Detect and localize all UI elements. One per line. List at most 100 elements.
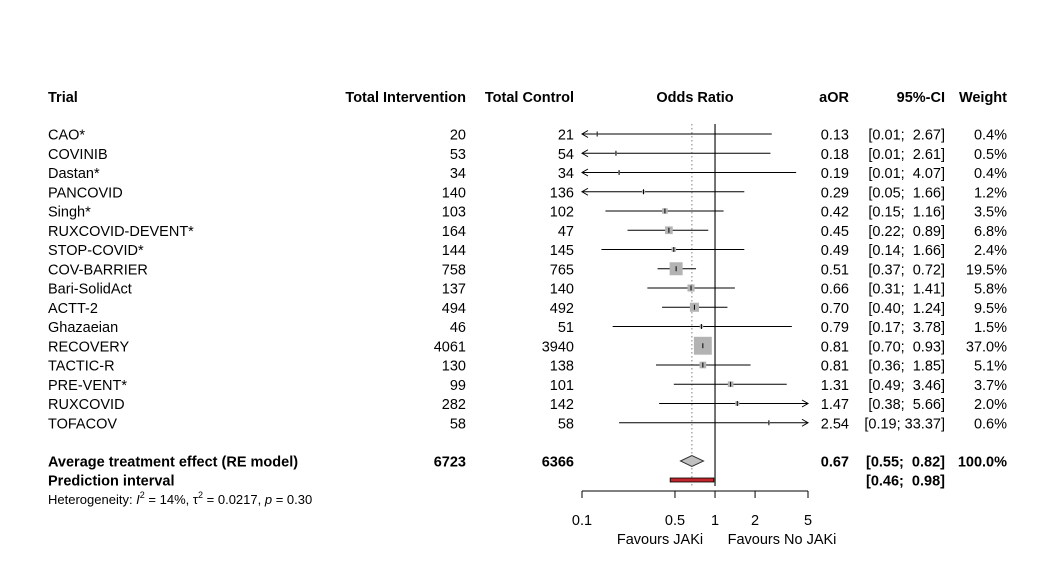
weight-value: 9.5% bbox=[974, 301, 1007, 317]
total-intervention-value: 758 bbox=[442, 262, 466, 278]
total-control-value: 145 bbox=[550, 243, 574, 259]
ci-value: [0.01; 2.61] bbox=[868, 147, 945, 163]
total-control-value: 47 bbox=[558, 224, 574, 240]
header-total-control: Total Control bbox=[485, 90, 574, 106]
total-intervention-value: 34 bbox=[450, 166, 466, 182]
x-axis-label-left: Favours JAKi bbox=[617, 532, 703, 548]
study-rows: CAO* 20 21 0.13 [0.01; 2.67] 0.4% COVINIB 53 54 0… bbox=[48, 128, 1007, 433]
total-control-value: 51 bbox=[558, 320, 574, 336]
study-row: STOP-COVID* 144 145 0.49 [0.14; 1.66] 2.4% bbox=[48, 243, 1007, 259]
ci-value: [0.22; 0.89] bbox=[868, 224, 945, 240]
total-intervention-value: 282 bbox=[442, 397, 466, 413]
total-intervention-value: 494 bbox=[442, 301, 466, 317]
total-intervention-value: 58 bbox=[450, 416, 466, 432]
study-row: Dastan* 34 34 0.19 [0.01; 4.07] 0.4% bbox=[48, 166, 1007, 182]
trial-name: COVINIB bbox=[48, 147, 108, 163]
trial-name: RUXCOVID-DEVENT* bbox=[48, 224, 194, 240]
ci-value: [0.31; 1.41] bbox=[868, 282, 945, 298]
header-aor: aOR bbox=[819, 90, 849, 106]
prediction-interval-bar bbox=[669, 477, 715, 483]
weight-value: 0.6% bbox=[974, 416, 1007, 432]
aor-value: 0.79 bbox=[821, 320, 849, 336]
trial-name: TACTIC-R bbox=[48, 359, 115, 375]
trial-name: COV-BARRIER bbox=[48, 262, 148, 278]
x-axis-tick-label: 0.5 bbox=[665, 513, 685, 529]
x-axis-tick-label: 1 bbox=[711, 513, 719, 529]
column-headers: Trial Total Intervention Total Control O… bbox=[48, 90, 1007, 106]
study-row: RUXCOVID 282 142 1.47 [0.38; 5.66] 2.0% bbox=[48, 397, 1007, 413]
weight-value: 3.7% bbox=[974, 378, 1007, 394]
prediction-label: Prediction interval bbox=[48, 474, 175, 490]
summary-rows: Average treatment effect (RE model) 6723 6… bbox=[48, 455, 1007, 490]
x-axis-tick-label: 2 bbox=[751, 513, 759, 529]
total-control-value: 492 bbox=[550, 301, 574, 317]
ci-value: [0.14; 1.66] bbox=[868, 243, 945, 259]
ci-value: [0.17; 3.78] bbox=[868, 320, 945, 336]
aor-value: 0.13 bbox=[821, 128, 849, 144]
summary-weight: 100.0% bbox=[958, 455, 1007, 471]
weight-value: 0.5% bbox=[974, 147, 1007, 163]
ci-value: [0.38; 5.66] bbox=[868, 397, 945, 413]
total-control-value: 142 bbox=[550, 397, 574, 413]
ci-value: [0.40; 1.24] bbox=[868, 301, 945, 317]
ci-value: [0.19; 33.37] bbox=[864, 416, 945, 432]
trial-name: CAO* bbox=[48, 128, 85, 144]
trial-name: PANCOVID bbox=[48, 185, 123, 201]
x-axis: 0.1 0.5 1 2 5 Favours JAKi Favours No JAKi bbox=[572, 490, 836, 548]
study-row: CAO* 20 21 0.13 [0.01; 2.67] 0.4% bbox=[48, 128, 1007, 144]
aor-value: 0.81 bbox=[821, 339, 849, 355]
study-row: Ghazaeian 46 51 0.79 [0.17; 3.78] 1.5% bbox=[48, 320, 1007, 336]
total-control-value: 102 bbox=[550, 205, 574, 221]
aor-value: 0.42 bbox=[821, 205, 849, 221]
weight-value: 37.0% bbox=[966, 339, 1007, 355]
aor-value: 1.47 bbox=[821, 397, 849, 413]
header-weight: Weight bbox=[959, 90, 1007, 106]
summary-aor: 0.67 bbox=[821, 455, 849, 471]
aor-value: 0.49 bbox=[821, 243, 849, 259]
weight-value: 0.4% bbox=[974, 128, 1007, 144]
study-row: TACTIC-R 130 138 0.81 [0.36; 1.85] 5.1% bbox=[48, 359, 1007, 375]
aor-value: 0.81 bbox=[821, 359, 849, 375]
trial-name: Bari-SolidAct bbox=[48, 282, 132, 298]
total-control-value: 58 bbox=[558, 416, 574, 432]
trial-name: STOP-COVID* bbox=[48, 243, 144, 259]
ci-arrow-left bbox=[581, 168, 589, 177]
ci-arrow-left bbox=[581, 187, 589, 196]
summary-row: Average treatment effect (RE model) 6723 6… bbox=[48, 455, 1007, 471]
total-intervention-value: 137 bbox=[442, 282, 466, 298]
ci-value: [0.36; 1.85] bbox=[868, 359, 945, 375]
weight-value: 5.1% bbox=[974, 359, 1007, 375]
ci-value: [0.01; 4.07] bbox=[868, 166, 945, 182]
summary-ci: [0.55; 0.82] bbox=[866, 455, 945, 471]
weight-value: 19.5% bbox=[966, 262, 1007, 278]
weight-value: 6.8% bbox=[974, 224, 1007, 240]
total-intervention-value: 53 bbox=[450, 147, 466, 163]
weight-value: 5.8% bbox=[974, 282, 1007, 298]
aor-value: 0.18 bbox=[821, 147, 849, 163]
total-intervention-value: 130 bbox=[442, 359, 466, 375]
weight-value: 2.4% bbox=[974, 243, 1007, 259]
total-control-value: 138 bbox=[550, 359, 574, 375]
ci-value: [0.15; 1.16] bbox=[868, 205, 945, 221]
trial-name: Ghazaeian bbox=[48, 320, 118, 336]
weight-value: 0.4% bbox=[974, 166, 1007, 182]
header-total-intervention: Total Intervention bbox=[345, 90, 466, 106]
total-control-value: 21 bbox=[558, 128, 574, 144]
total-control-value: 3940 bbox=[542, 339, 574, 355]
study-row: Singh* 103 102 0.42 [0.15; 1.16] 3.5% bbox=[48, 205, 1007, 221]
header-ci: 95%-CI bbox=[897, 90, 945, 106]
aor-value: 1.31 bbox=[821, 378, 849, 394]
aor-value: 2.54 bbox=[821, 416, 849, 432]
study-row: RUXCOVID-DEVENT* 164 47 0.45 [0.22; 0.89] 6.8… bbox=[48, 224, 1007, 240]
study-row: COVINIB 53 54 0.18 [0.01; 2.61] 0.5% bbox=[48, 147, 1007, 163]
study-row: TOFACOV 58 58 2.54 [0.19; 33.37] 0.6% bbox=[48, 416, 1007, 432]
total-intervention-value: 20 bbox=[450, 128, 466, 144]
total-control-value: 54 bbox=[558, 147, 574, 163]
study-row: RECOVERY 4061 3940 0.81 [0.70; 0.93] 37.0% bbox=[48, 336, 1007, 355]
trial-name: RECOVERY bbox=[48, 339, 129, 355]
ci-value: [0.49; 3.46] bbox=[868, 378, 945, 394]
ci-arrow-left bbox=[581, 130, 589, 138]
weight-value: 1.5% bbox=[974, 320, 1007, 336]
aor-value: 0.66 bbox=[821, 282, 849, 298]
